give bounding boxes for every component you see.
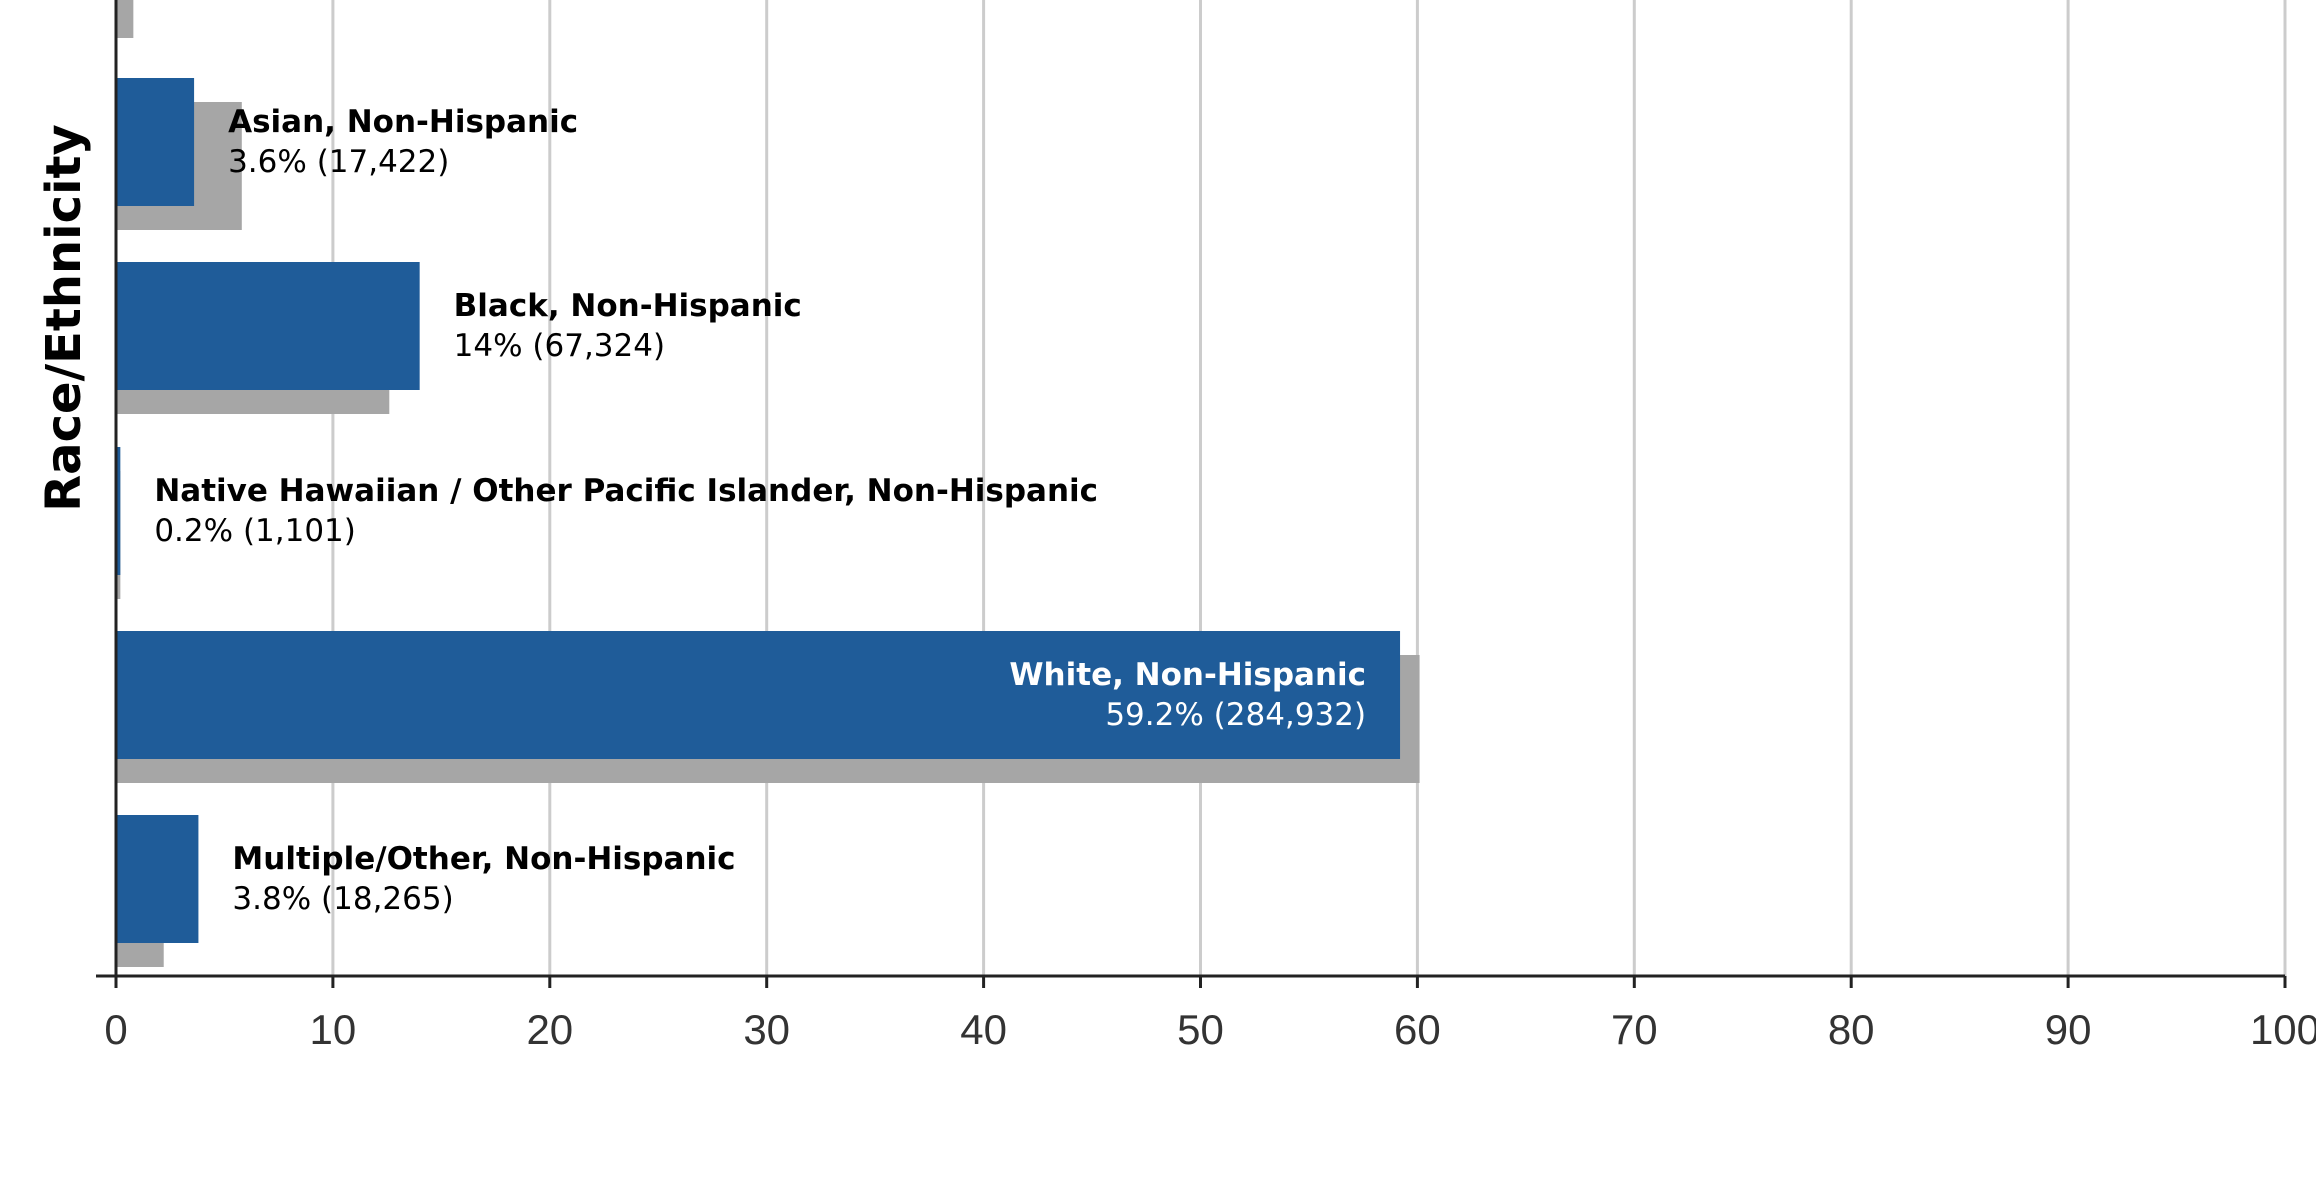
bars	[116, 0, 1420, 967]
y-axis-label: Race/Ethnicity	[36, 124, 92, 512]
x-tick-label: 10	[310, 1006, 357, 1053]
value-label: 59.2% (284,932)	[1105, 697, 1366, 733]
x-tick-label: 70	[1611, 1006, 1658, 1053]
x-tick-label: 20	[526, 1006, 573, 1053]
value-label: 0.2% (1,101)	[154, 513, 356, 549]
x-tick-label: 40	[960, 1006, 1007, 1053]
value-label: 3.8% (18,265)	[232, 881, 453, 917]
bar	[116, 815, 199, 943]
bar	[116, 631, 1401, 759]
x-tick-label: 60	[1394, 1006, 1441, 1053]
category-label: Black, Non-Hispanic	[454, 288, 802, 324]
x-tick-label: 100	[2250, 1006, 2316, 1053]
x-tick-label: 0	[104, 1006, 127, 1053]
comparison-bar	[116, 0, 134, 38]
category-label: Native Hawaiian / Other Pacific Islander…	[154, 473, 1098, 509]
value-label: 3.6% (17,422)	[228, 144, 449, 180]
grid-lines	[331, 0, 2287, 976]
bar	[116, 78, 195, 206]
x-tick-label: 30	[743, 1006, 790, 1053]
category-label: White, Non-Hispanic	[1009, 657, 1366, 693]
category-label: Asian, Non-Hispanic	[228, 104, 578, 140]
bar	[116, 447, 121, 575]
x-tick-label: 50	[1177, 1006, 1224, 1053]
bar	[116, 262, 420, 390]
x-tick-label: 90	[2045, 1006, 2092, 1053]
category-label: Multiple/Other, Non-Hispanic	[232, 841, 735, 877]
axes: 0 10 20 30 40 50 60 70 80 90 100	[96, 0, 2316, 1053]
data-labels: Asian, Non-Hispanic 3.6% (17,422) Black, N…	[154, 104, 1366, 917]
value-label: 14% (67,324)	[454, 328, 665, 364]
x-tick-label: 80	[1828, 1006, 1875, 1053]
